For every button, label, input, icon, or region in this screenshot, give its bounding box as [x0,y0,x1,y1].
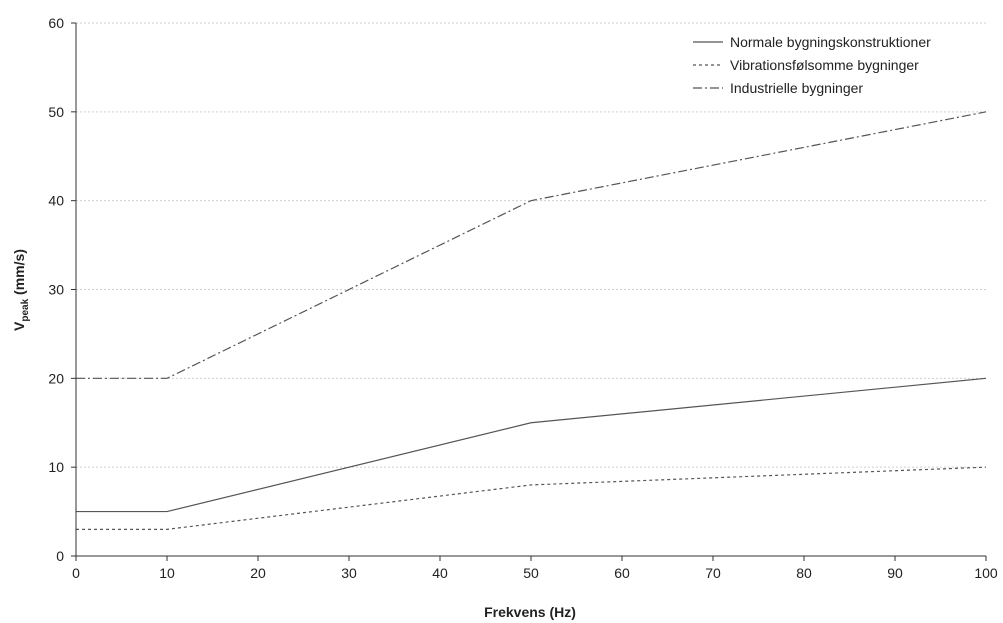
x-tick-label-7: 70 [705,565,721,581]
x-tick-label-4: 40 [432,565,448,581]
x-tick-label-10: 100 [974,565,998,581]
y-tick-label-1: 10 [48,459,64,475]
legend-label-0: Normale bygningskonstruktioner [730,34,931,50]
x-tick-label-0: 0 [72,565,80,581]
y-tick-label-6: 60 [48,15,64,31]
series-line-0 [76,377,987,513]
legend-label-2: Industrielle bygninger [730,80,863,96]
y-tick-label-2: 20 [48,370,64,386]
tick-labels: 0 10 20 30 40 50 60 0 10 20 30 40 50 60 70 80 90 100 [48,15,997,581]
x-tick-label-6: 60 [614,565,630,581]
x-tick-label-2: 20 [250,565,266,581]
series-line-2 [76,111,987,379]
axes [71,22,987,561]
y-axis-title-sub: peak [20,298,31,321]
y-axis-title: Vpeak (mm/s) [11,249,31,331]
y-tick-label-3: 30 [48,282,64,298]
y-axis-title-main: V [11,321,27,331]
x-tick-label-8: 80 [796,565,812,581]
series-line-1 [76,466,987,530]
y-axis-title-unit: (mm/s) [11,249,27,299]
y-tick-label-0: 0 [56,548,64,564]
x-tick-label-9: 90 [887,565,903,581]
y-tick-label-4: 40 [48,193,64,209]
y-tick-label-5: 50 [48,104,64,120]
legend-label-1: Vibrationsfølsomme bygninger [730,57,919,73]
series-layer [76,111,987,530]
x-tick-label-3: 30 [341,565,357,581]
legend: Normale bygningskonstruktioner Vibrations… [693,34,931,96]
x-axis-title: Frekvens (Hz) [484,604,576,620]
x-tick-label-5: 50 [523,565,539,581]
x-tick-label-1: 10 [159,565,175,581]
